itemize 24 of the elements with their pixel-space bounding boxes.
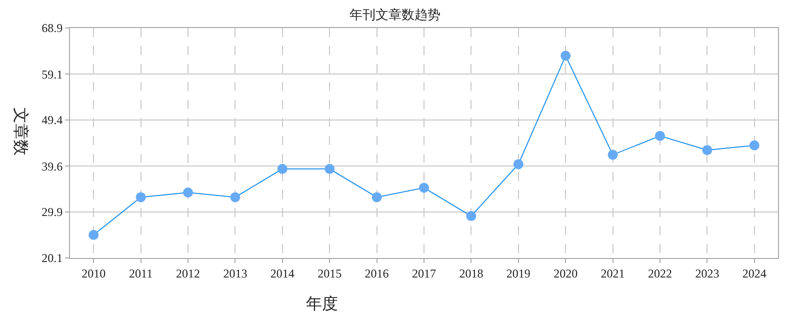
x-axis-title: 年度 [306,295,338,313]
x-tick-label: 2011 [129,266,153,280]
x-tick-label: 2013 [223,266,248,280]
x-tick-label: 2018 [459,266,484,280]
x-tick-label: 2016 [364,266,389,280]
y-tick-label: 68.9 [42,21,63,36]
x-tick-label: 2014 [270,266,294,280]
x-tick-label: 2012 [176,266,200,280]
x-tick-label: 2015 [318,266,342,280]
x-tick-label: 2023 [695,266,720,280]
y-tick-label: 39.6 [42,159,63,174]
y-tick-label: 20.1 [42,251,63,266]
chart-title: 年刊文章数趋势 [350,7,440,22]
y-tick-label: 29.9 [42,205,63,220]
y-tick-label: 59.1 [42,67,63,82]
x-tick-label: 2010 [82,266,106,280]
x-tick-label: 2024 [742,266,766,280]
x-tick-label: 2017 [412,266,436,280]
y-tick-label: 49.4 [42,113,63,128]
x-tick-label: 2021 [600,266,625,280]
x-tick-label: 2020 [554,266,578,280]
x-tick-label: 2022 [648,266,672,280]
x-tick-label: 2019 [506,266,530,280]
y-axis-title: 文章数 [11,108,30,156]
